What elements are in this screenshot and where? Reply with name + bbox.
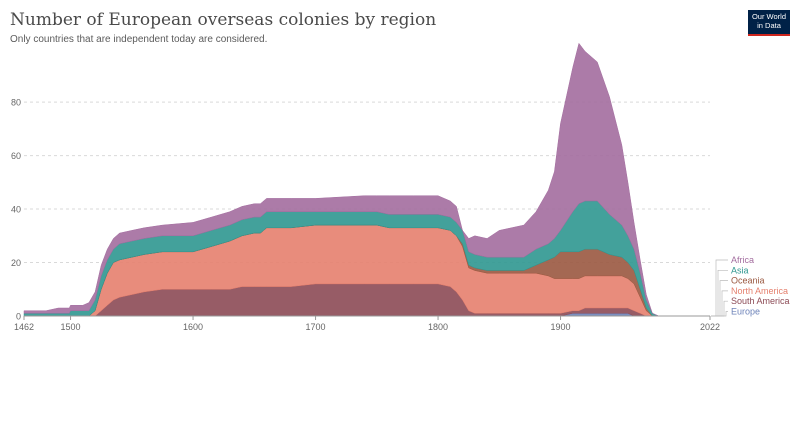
- x-tick-label: 1800: [428, 322, 448, 332]
- chart-subtitle: Only countries that are independent toda…: [10, 34, 268, 45]
- legend-connector: [711, 280, 728, 317]
- legend-label[interactable]: Oceania: [731, 276, 765, 286]
- legend-connector: [711, 300, 728, 317]
- y-tick-label: 80: [11, 98, 21, 108]
- x-tick-label: 1600: [183, 322, 203, 332]
- axes: 0 20 40 60 80 1462 1500 1600 1700 1800 1900 2022: [11, 98, 720, 332]
- chart-title: Number of European overseas colonies by …: [10, 10, 437, 30]
- x-tick-label: 1700: [306, 322, 326, 332]
- area-layers: [23, 42, 710, 317]
- logo-line-1: Our World: [751, 12, 787, 21]
- legend-label[interactable]: North America: [731, 286, 788, 296]
- owid-logo[interactable]: Our World in Data: [748, 10, 790, 36]
- legend-connector: [711, 311, 728, 317]
- y-tick-label: 0: [16, 312, 21, 322]
- legend-label[interactable]: Asia: [731, 265, 749, 275]
- y-tick-label: 60: [11, 151, 21, 161]
- logo-line-2: in Data: [757, 21, 781, 30]
- x-tick-label: 1462: [14, 322, 34, 332]
- x-tick-label: 2022: [700, 322, 720, 332]
- y-tick-label: 40: [11, 205, 21, 215]
- legend-label[interactable]: Africa: [731, 255, 754, 265]
- x-tick-label: 1500: [61, 322, 81, 332]
- legend-connector: [711, 269, 728, 317]
- legend-connector: [711, 290, 728, 317]
- legend-label[interactable]: Europe: [731, 307, 760, 317]
- y-tick-label: 20: [11, 258, 21, 268]
- legend-connector: [711, 259, 728, 317]
- x-tick-label: 1900: [551, 322, 571, 332]
- legend-label[interactable]: South America: [731, 296, 790, 306]
